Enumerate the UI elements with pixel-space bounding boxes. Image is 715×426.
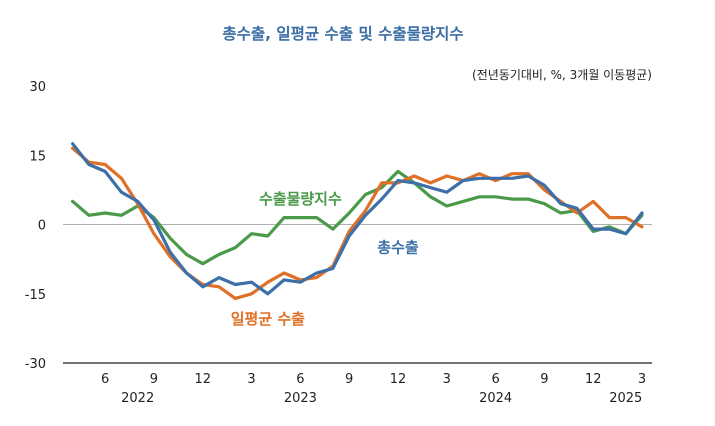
x-year-label: 2022 (121, 391, 154, 406)
series-line (70, 142, 644, 296)
series-label: 수출물량지수 (259, 190, 342, 208)
series-line (70, 169, 644, 266)
y-tick-label: -15 (25, 288, 46, 303)
y-tick-label: 15 (29, 149, 46, 164)
x-tick-label: 6 (101, 372, 109, 387)
x-tick-label: 3 (638, 372, 646, 387)
chart-subtitle: (전년동기대비, %, 3개월 이동평균) (472, 68, 652, 82)
x-tick-label: 6 (296, 372, 304, 387)
x-tick-label: 3 (247, 372, 255, 387)
x-tick-label: 12 (194, 372, 211, 387)
x-year-label: 2023 (284, 391, 317, 406)
chart-title: 총수출, 일평균 수출 및 수출물량지수 (222, 24, 463, 43)
x-tick-label: 12 (585, 372, 602, 387)
x-year-label: 2024 (479, 391, 512, 406)
series-line (70, 146, 644, 300)
y-tick-label: 0 (38, 219, 46, 234)
x-year-label: 2025 (609, 391, 642, 406)
x-tick-label: 12 (390, 372, 407, 387)
y-tick-label: -30 (25, 357, 46, 372)
x-tick-label: 9 (345, 372, 353, 387)
x-tick-label: 9 (150, 372, 158, 387)
x-tick-label: 9 (540, 372, 548, 387)
series-lines (70, 142, 644, 300)
x-tick-label: 3 (443, 372, 451, 387)
series-label: 일평균 수출 (231, 310, 305, 328)
x-tick-label: 6 (491, 372, 499, 387)
series-label: 총수출 (377, 239, 419, 257)
axes: 30 15 0 -15 -30 6 9 12 3 6 9 12 3 6 9 12 3 2022 2023 2024 20… (25, 80, 652, 406)
y-tick-label: 30 (29, 80, 46, 95)
